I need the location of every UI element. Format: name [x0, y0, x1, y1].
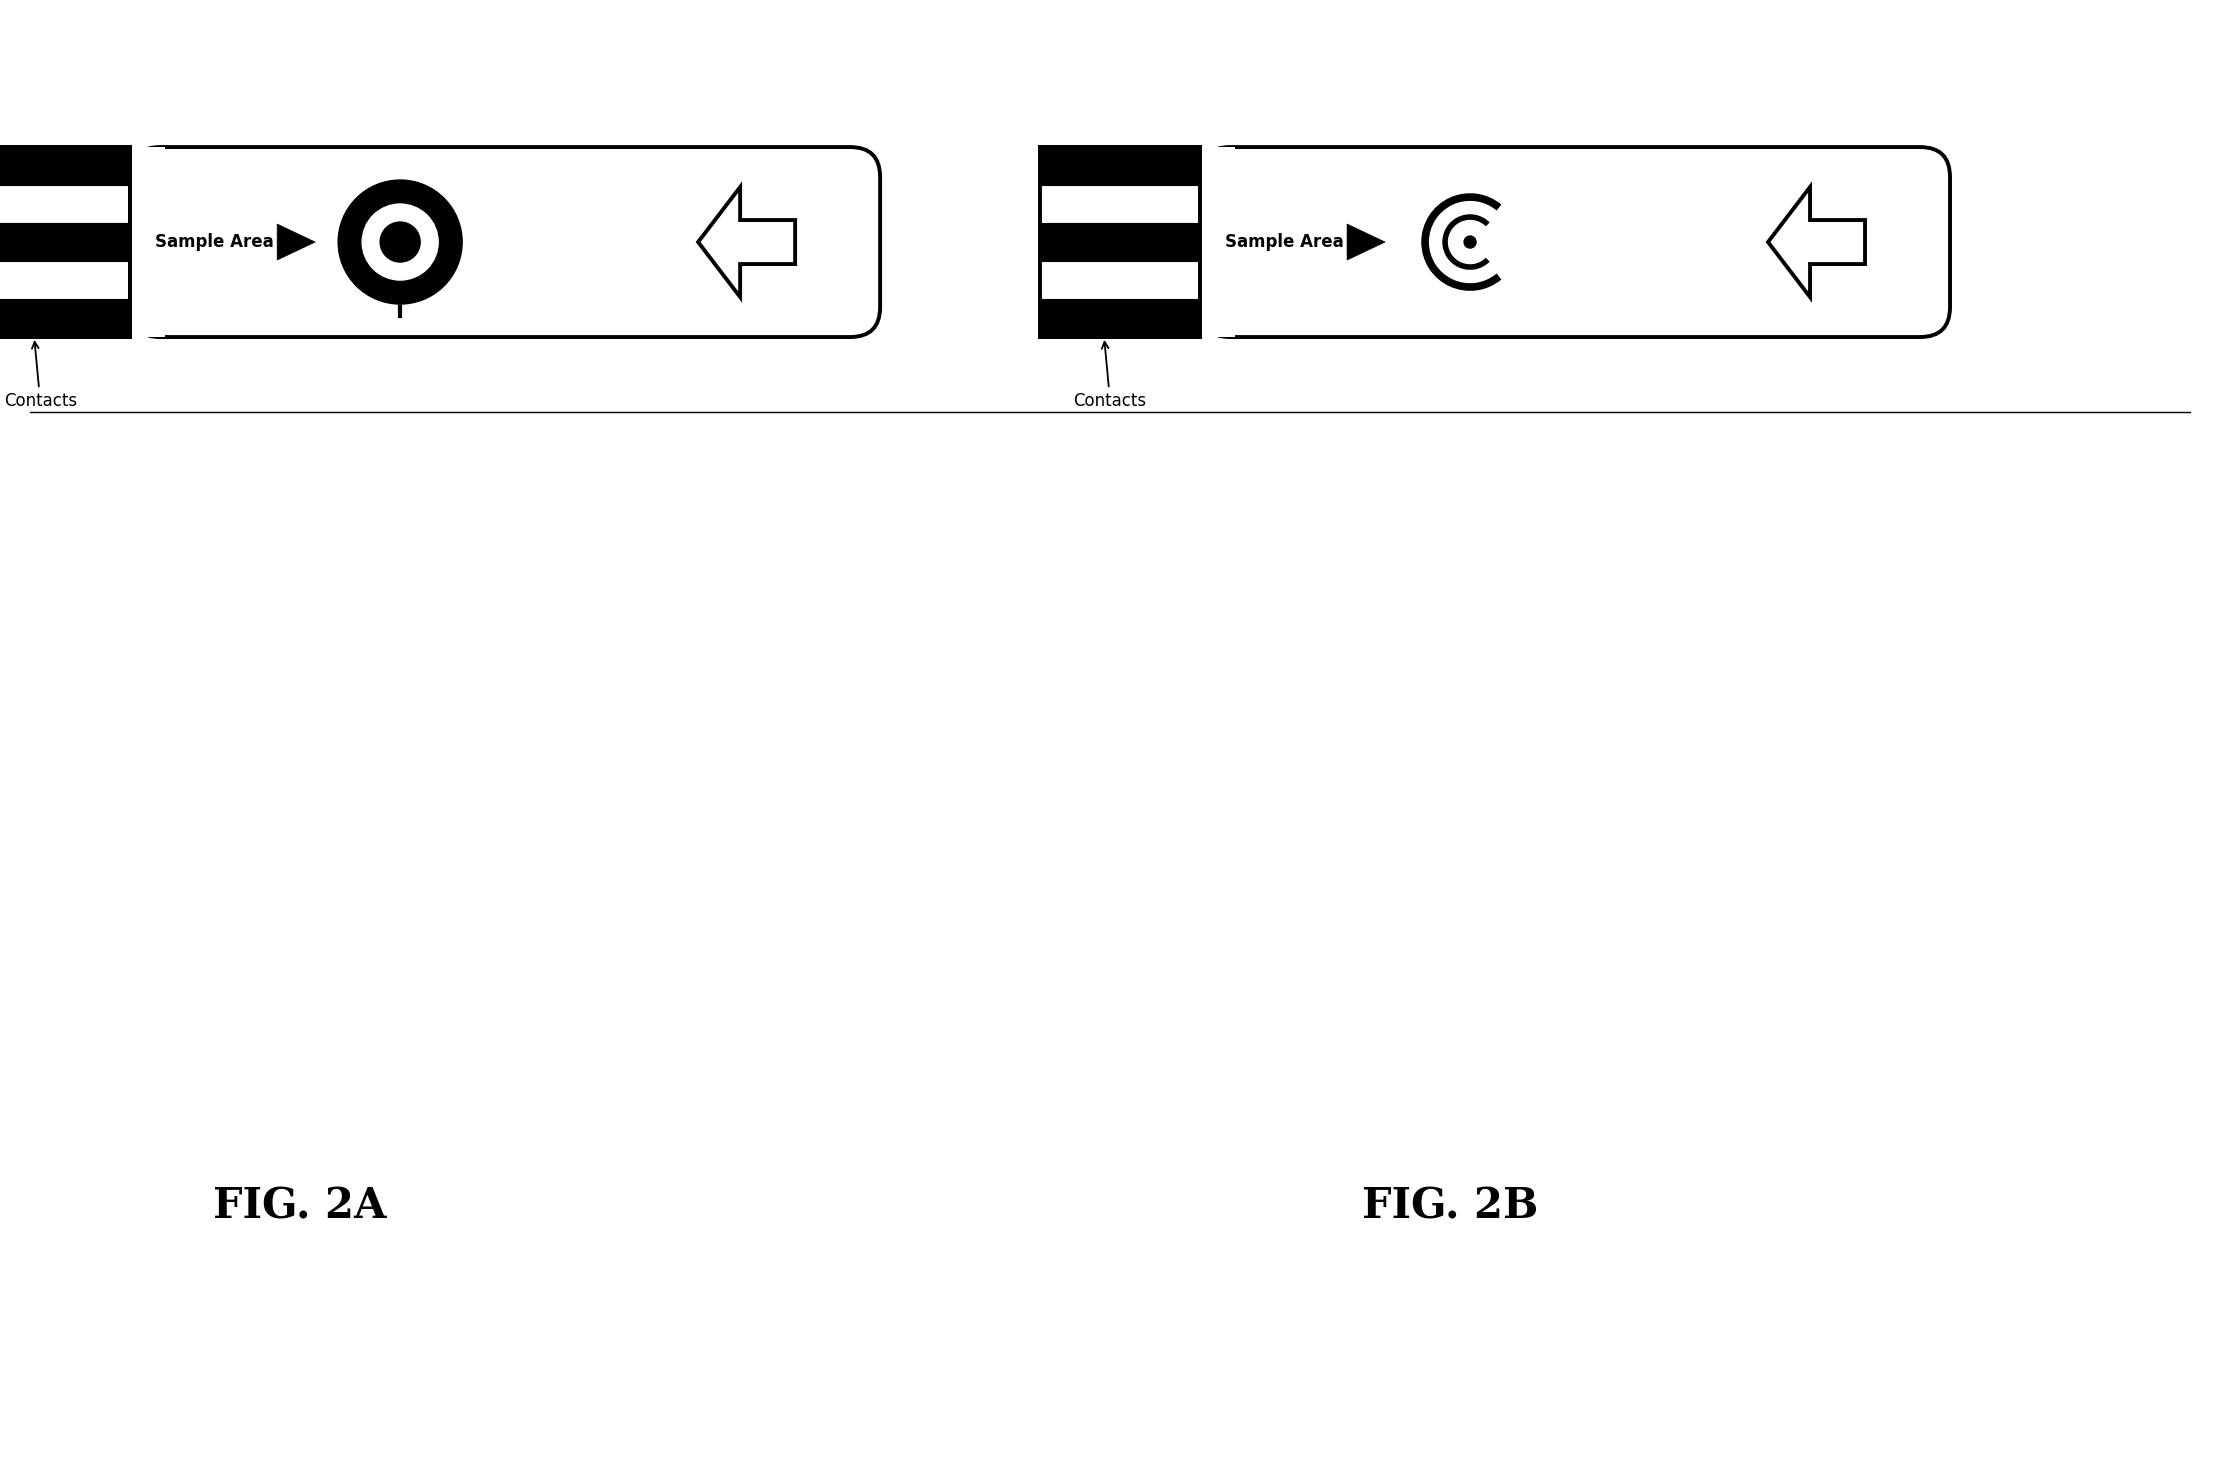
Bar	[0, 185, 129, 223]
Bar	[129, 147, 165, 337]
Bar	[1040, 299, 1200, 337]
Bar	[0, 147, 129, 185]
Circle shape	[381, 221, 421, 262]
Text: FIG. 2A: FIG. 2A	[214, 1186, 387, 1228]
Bar	[0, 299, 129, 337]
Bar	[0, 223, 129, 261]
Bar	[1040, 185, 1200, 223]
Text: Sample Area: Sample Area	[1224, 233, 1345, 251]
Bar	[1040, 147, 1200, 185]
Text: FIG. 2B: FIG. 2B	[1362, 1186, 1538, 1228]
Text: Contacts: Contacts	[4, 342, 76, 409]
Bar	[1040, 147, 1200, 337]
Polygon shape	[1767, 186, 1865, 297]
Circle shape	[1465, 236, 1476, 248]
Bar	[1040, 223, 1200, 261]
Text: Sample Area: Sample Area	[156, 233, 274, 251]
Polygon shape	[699, 186, 795, 297]
Circle shape	[363, 204, 439, 280]
Bar	[0, 147, 129, 337]
Bar	[0, 147, 129, 337]
Bar	[0, 261, 129, 299]
Circle shape	[338, 181, 463, 305]
Bar	[1040, 147, 1200, 337]
Bar	[1040, 261, 1200, 299]
Polygon shape	[1347, 224, 1385, 259]
Text: Contacts: Contacts	[1073, 342, 1146, 409]
Bar	[1200, 147, 1235, 337]
FancyBboxPatch shape	[1200, 147, 1950, 337]
Polygon shape	[278, 224, 316, 259]
FancyBboxPatch shape	[129, 147, 879, 337]
